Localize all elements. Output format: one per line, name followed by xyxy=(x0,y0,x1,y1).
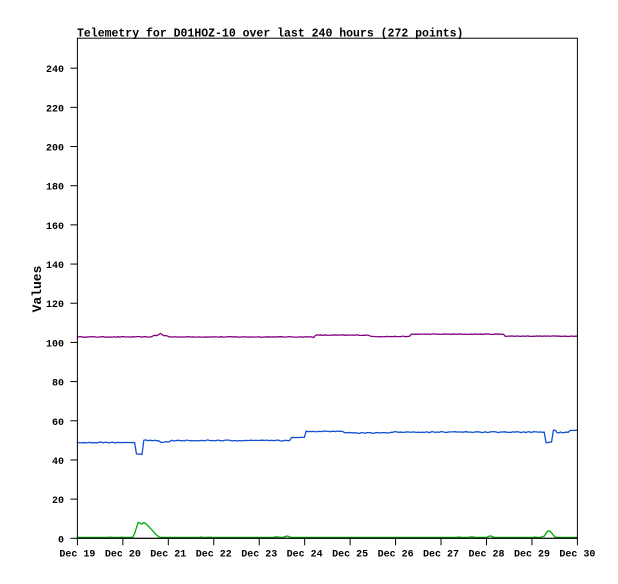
svg-text:40: 40 xyxy=(52,457,64,468)
svg-text:Dec 28: Dec 28 xyxy=(468,549,504,560)
svg-text:Dec 25: Dec 25 xyxy=(332,549,368,560)
svg-text:0: 0 xyxy=(58,535,64,546)
svg-text:140: 140 xyxy=(46,261,64,272)
svg-text:80: 80 xyxy=(52,379,64,390)
svg-text:240: 240 xyxy=(46,65,64,76)
svg-text:Dec 22: Dec 22 xyxy=(196,549,232,560)
svg-text:Dec 21: Dec 21 xyxy=(150,549,186,560)
svg-text:160: 160 xyxy=(46,222,64,233)
svg-text:100: 100 xyxy=(46,339,64,350)
svg-text:Dec 20: Dec 20 xyxy=(105,549,141,560)
svg-text:120: 120 xyxy=(46,300,64,311)
svg-text:20: 20 xyxy=(52,496,64,507)
svg-text:Dec 19: Dec 19 xyxy=(59,549,95,560)
svg-text:200: 200 xyxy=(46,144,64,155)
svg-text:Dec 24: Dec 24 xyxy=(287,549,323,560)
svg-text:Dec 29: Dec 29 xyxy=(514,549,550,560)
svg-text:220: 220 xyxy=(46,104,64,115)
svg-text:Dec 26: Dec 26 xyxy=(378,549,414,560)
svg-text:Dec 27: Dec 27 xyxy=(423,549,459,560)
svg-text:Dec 23: Dec 23 xyxy=(241,549,277,560)
svg-text:180: 180 xyxy=(46,183,64,194)
svg-text:60: 60 xyxy=(52,418,64,429)
svg-text:Dec 30: Dec 30 xyxy=(559,549,595,560)
